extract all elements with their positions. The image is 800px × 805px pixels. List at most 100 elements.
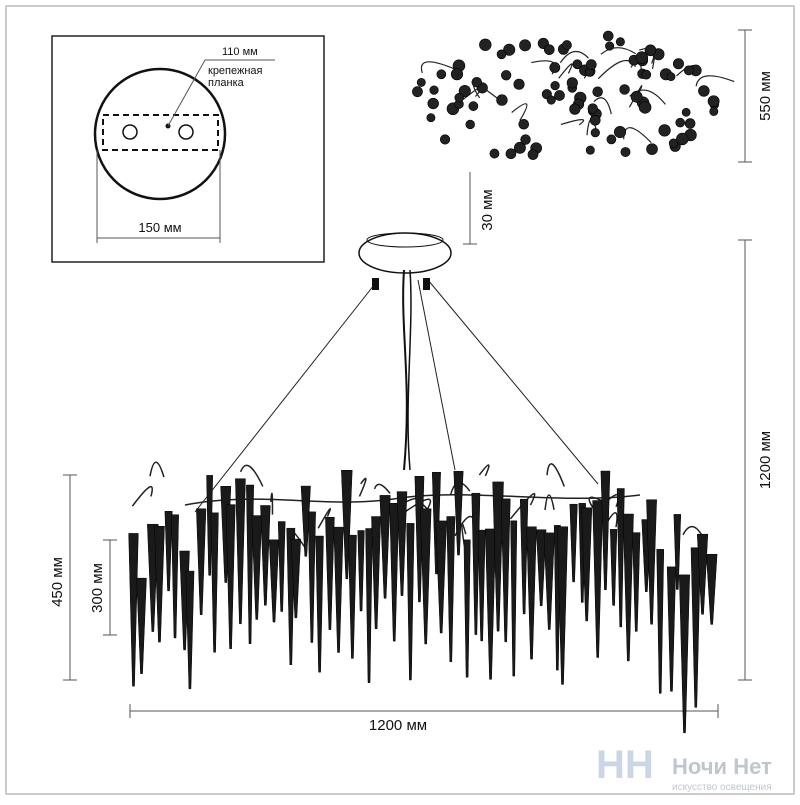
flower xyxy=(644,44,657,57)
flower xyxy=(672,58,684,70)
crystal xyxy=(616,488,625,628)
flower xyxy=(468,101,479,111)
crystal xyxy=(414,476,425,603)
inset-box xyxy=(51,35,325,263)
crystal xyxy=(396,491,408,596)
flower xyxy=(416,77,426,87)
flower xyxy=(589,114,601,126)
crystal xyxy=(696,533,709,615)
flower xyxy=(496,49,507,60)
frame-branch xyxy=(546,463,565,487)
logo-mark: НН xyxy=(596,743,654,787)
crystal xyxy=(600,470,611,591)
frame-branch xyxy=(402,498,432,514)
crystal xyxy=(206,475,213,576)
flower xyxy=(684,118,696,129)
flower xyxy=(675,117,685,128)
crystal xyxy=(171,514,179,639)
crystal xyxy=(196,508,207,615)
flower xyxy=(630,90,643,103)
crystal xyxy=(673,514,682,590)
flower xyxy=(527,149,539,160)
crystal xyxy=(315,535,324,673)
crystal xyxy=(679,574,690,734)
flower xyxy=(602,30,614,42)
crystal xyxy=(485,528,497,680)
flower xyxy=(501,70,512,81)
branch xyxy=(560,119,585,126)
flower xyxy=(543,44,555,55)
branch xyxy=(511,103,528,121)
crystal xyxy=(543,532,555,630)
flower xyxy=(646,143,658,155)
frame-branch xyxy=(373,483,391,494)
flower xyxy=(554,90,565,101)
flower xyxy=(427,97,439,110)
flower xyxy=(520,134,531,145)
flower xyxy=(683,65,694,76)
branch xyxy=(593,97,612,115)
flower xyxy=(681,107,691,117)
flower xyxy=(566,77,578,89)
crystal xyxy=(357,530,365,612)
flower xyxy=(489,148,500,159)
branch xyxy=(600,47,637,55)
flower xyxy=(676,132,689,146)
canopy-rim xyxy=(366,232,444,248)
mount-label: крепежная xyxy=(208,65,263,77)
flower xyxy=(605,41,615,51)
crystal xyxy=(656,549,665,694)
crystal xyxy=(341,470,353,580)
flower xyxy=(709,106,719,116)
cord xyxy=(402,269,408,471)
crystal xyxy=(463,539,471,678)
frame-branch xyxy=(317,507,332,529)
crystal xyxy=(526,526,537,660)
frame-branch xyxy=(149,461,165,478)
flower xyxy=(592,86,603,97)
mount-label: планка xyxy=(208,77,245,89)
flower xyxy=(513,141,526,154)
frame-branch xyxy=(478,464,490,477)
flower xyxy=(479,38,492,51)
crystal xyxy=(379,495,391,599)
crystals xyxy=(128,461,718,734)
crystal xyxy=(510,520,518,677)
total-height: 1200 мм xyxy=(757,431,774,489)
frame-branch xyxy=(509,493,536,520)
top-view xyxy=(412,30,735,160)
crystal xyxy=(622,513,634,662)
chandelier xyxy=(128,30,735,734)
crystal xyxy=(453,470,464,556)
crystal xyxy=(251,515,263,620)
clamp xyxy=(423,278,430,290)
flower xyxy=(505,148,517,160)
canopy-height: 30 мм xyxy=(479,189,496,230)
mount-inset: 110 мм крепежная планка 150 мм xyxy=(51,35,325,263)
flower xyxy=(585,59,597,70)
frame-branch xyxy=(606,512,618,528)
crystal xyxy=(706,553,718,625)
mount-dim: 110 мм xyxy=(222,46,258,58)
flower xyxy=(496,94,508,106)
logo-tagline: искусство освещения xyxy=(672,782,772,793)
flower xyxy=(569,103,581,115)
crystal xyxy=(592,500,604,658)
crystal xyxy=(536,529,547,607)
flower xyxy=(454,92,464,103)
dimensions: 550 мм 30 мм 1200 мм 450 мм 300 мм 1200 … xyxy=(49,29,774,734)
crystal xyxy=(210,512,219,653)
flower xyxy=(429,85,439,95)
crystal xyxy=(556,526,569,685)
crystal xyxy=(154,526,165,643)
crystal xyxy=(610,529,618,606)
flower xyxy=(587,103,598,114)
hole xyxy=(178,124,194,140)
frame-branch xyxy=(131,485,153,507)
crystal xyxy=(690,547,701,708)
crystal xyxy=(646,499,657,625)
frame-branch xyxy=(358,477,367,497)
flower xyxy=(707,95,720,108)
crystal xyxy=(666,566,677,692)
crystal xyxy=(136,577,147,675)
